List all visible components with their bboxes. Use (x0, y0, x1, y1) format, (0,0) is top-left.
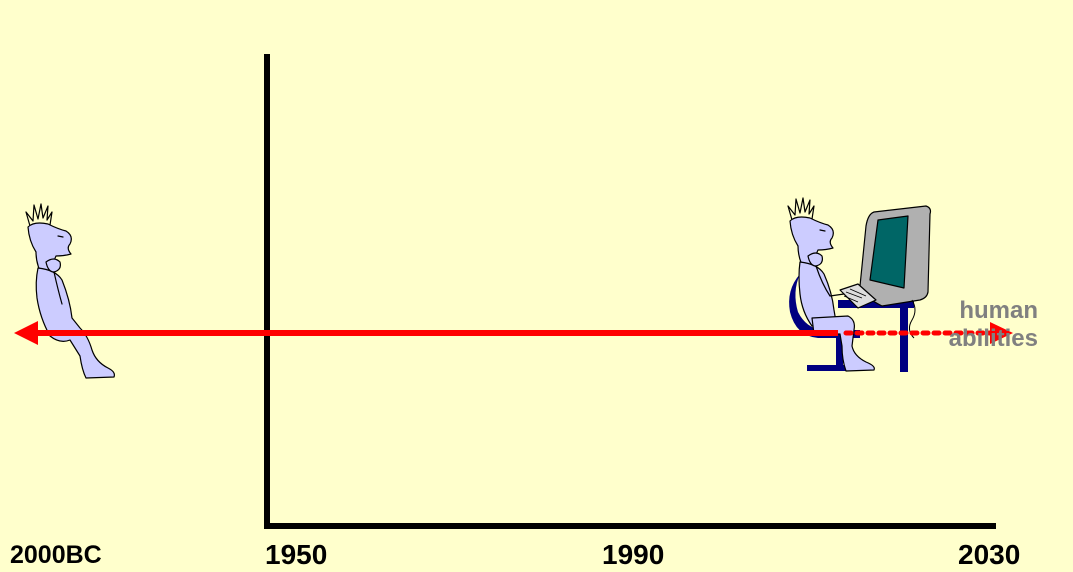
axis-label-1950: 1950 (265, 539, 328, 570)
axis-label-1990: 1990 (602, 539, 665, 570)
computer-icon (839, 205, 932, 339)
arrowhead-left (14, 321, 38, 345)
desk-icon (838, 300, 914, 372)
axis-label-2000bc: 2000BC (10, 541, 102, 569)
human-abilities-line2: abilities (948, 324, 1038, 352)
axis-label-2030: 2030 (958, 539, 1021, 570)
arrowhead-right (990, 322, 1013, 344)
human-abilities-label: human abilities (949, 297, 1038, 352)
standing-person-icon (25, 203, 115, 379)
human-abilities-line1: human (959, 297, 1038, 324)
seated-person-icon (787, 197, 875, 372)
